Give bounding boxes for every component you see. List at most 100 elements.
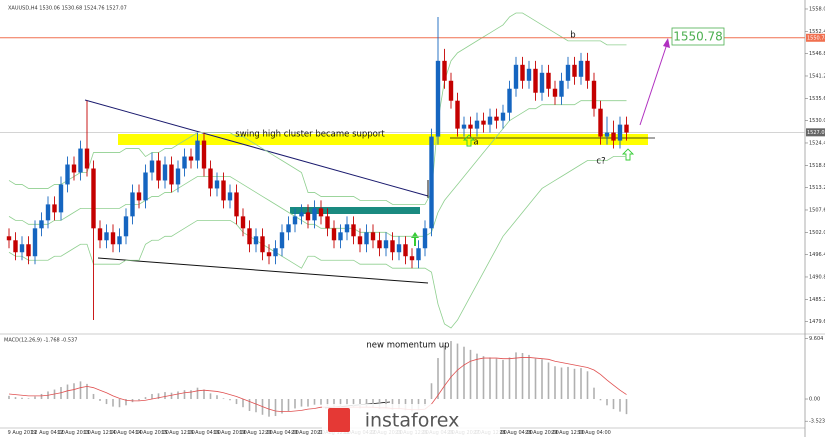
candle-body: [169, 164, 174, 185]
candle-body: [507, 88, 512, 113]
candle-body: [461, 124, 467, 129]
candle-body: [611, 132, 616, 141]
level-callout: [671, 27, 725, 46]
macd-bar: [372, 399, 374, 408]
macd-bar: [554, 366, 556, 400]
macd-bar: [183, 390, 186, 400]
candle-body: [279, 232, 285, 249]
x-tick-label: 12 Aug 04:00: [31, 430, 65, 436]
candle-body: [351, 224, 356, 237]
macd-bar: [586, 371, 589, 400]
macd-bar: [437, 358, 439, 400]
level-callout-text: 1550.78: [673, 30, 723, 44]
symbol-header: XAUUSD,H4 1530.06 1530.68 1524.76 1527.0…: [8, 6, 127, 12]
x-tick-label: 20 Aug 20:00: [291, 430, 325, 436]
candle-body: [286, 224, 291, 233]
macd-bar: [40, 393, 43, 400]
macd-bar: [66, 384, 69, 400]
x-tick-label: 14 Aug 04:00: [109, 430, 143, 436]
macd-bar: [138, 399, 140, 401]
candle-body: [435, 60, 441, 137]
candle-body: [429, 136, 434, 229]
macd-bar: [482, 356, 485, 400]
candle-body: [370, 232, 376, 241]
macd-bar: [8, 395, 10, 400]
candle-body: [338, 232, 343, 241]
macd-bar: [612, 399, 615, 410]
macd-bar: [521, 353, 524, 400]
macd-bar: [502, 359, 504, 400]
candle-body: [26, 244, 31, 257]
candle-body: [117, 236, 122, 245]
candle-body: [546, 72, 551, 89]
macd-header: MACD(12,26,9) -1.768 -0.537: [4, 338, 77, 344]
macd-bar: [14, 397, 17, 400]
candle-body: [227, 192, 233, 201]
macd-bar: [443, 345, 446, 400]
candle-body: [442, 60, 447, 81]
candle-body: [65, 164, 70, 185]
projection-arrow: [639, 43, 668, 126]
candle-body: [331, 228, 337, 241]
candle-body: [520, 64, 525, 81]
macd-bar: [567, 366, 569, 400]
x-tick-label: 29 Aug 12:00: [551, 430, 585, 436]
x-tick-label: 19 Aug 12:00: [239, 430, 273, 436]
resistance-zone: [290, 207, 420, 214]
candle-body: [305, 212, 311, 221]
x-tick-label: 28 Aug 20:00: [525, 430, 559, 436]
macd-bar: [339, 399, 342, 408]
macd-bar: [274, 399, 277, 417]
macd-bar: [235, 399, 238, 405]
candle-body: [591, 80, 597, 109]
candle-body: [84, 148, 90, 169]
x-tick-label: 30 Aug 04:00: [577, 430, 611, 436]
candle-body: [383, 240, 389, 249]
candle-body: [539, 72, 545, 93]
macd-bar: [144, 397, 147, 400]
macd-bar: [313, 399, 316, 405]
macd-bar: [489, 357, 491, 400]
candle-body: [409, 256, 415, 261]
candle-body: [526, 68, 532, 81]
macd-bar: [476, 353, 478, 400]
candle-body: [572, 64, 577, 77]
candle-body: [71, 164, 77, 173]
x-tick-label: 16 Aug 20:00: [213, 430, 247, 436]
candle-body: [195, 140, 200, 161]
candle-body: [123, 216, 129, 237]
macd-bar: [619, 399, 621, 412]
x-tick-label: 15 Aug 12:00: [161, 430, 195, 436]
candle-body: [481, 120, 486, 125]
macd-bar: [196, 387, 199, 400]
macd-bar: [560, 367, 563, 400]
candle-body: [292, 216, 298, 225]
macd-bar: [177, 391, 179, 400]
macd-bar: [541, 359, 543, 400]
candle-body: [39, 220, 44, 229]
up-arrow: [411, 232, 419, 246]
last-price-label: 1527.07: [807, 130, 825, 136]
macd-bar: [99, 399, 101, 401]
candle-body: [97, 228, 103, 241]
candle-body: [390, 240, 395, 253]
annotation: c?: [596, 157, 605, 167]
macd-bar: [21, 397, 23, 400]
macd-bar: [27, 398, 30, 400]
candle-body: [565, 64, 571, 81]
candle-body: [273, 248, 278, 257]
trendline-upper: [84, 99, 429, 197]
candle-body: [494, 116, 499, 121]
candle-body: [52, 204, 57, 213]
macd-bar: [625, 399, 628, 415]
macd-bar: [73, 383, 75, 400]
y-tick-label: 1546.80: [809, 51, 825, 57]
candle-body: [6, 236, 12, 241]
trendline-lower: [97, 257, 429, 284]
candle-body: [221, 180, 226, 201]
annotation: a: [473, 138, 478, 148]
candle-body: [318, 208, 324, 217]
arrow-head: [663, 38, 670, 48]
